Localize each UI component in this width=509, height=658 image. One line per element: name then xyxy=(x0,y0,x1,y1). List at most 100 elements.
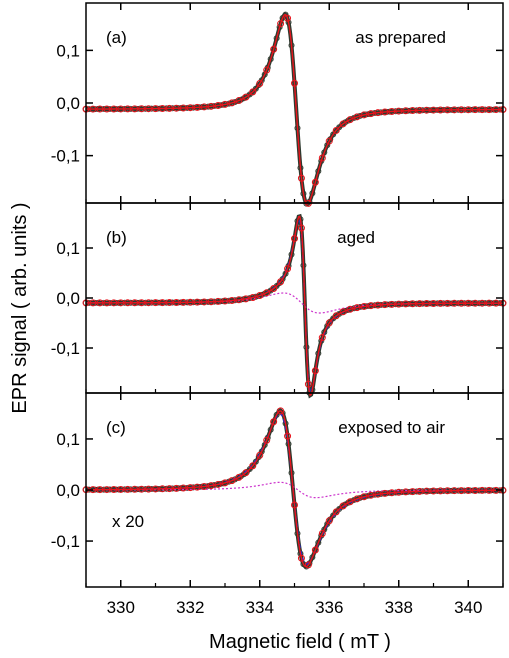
fit-point xyxy=(207,102,215,110)
fit-point xyxy=(464,106,472,114)
fit-markers-0 xyxy=(82,14,507,207)
x-tick-label: 330 xyxy=(107,598,135,617)
fit-point xyxy=(138,105,146,113)
fit-point xyxy=(172,104,180,112)
fit-point xyxy=(186,298,194,306)
data-point xyxy=(345,117,352,124)
fit-point xyxy=(339,120,347,128)
y-tick-label: -0,1 xyxy=(51,532,80,551)
fit-point xyxy=(436,487,444,495)
data-point xyxy=(342,501,349,508)
fit-point xyxy=(96,105,104,113)
fit-point xyxy=(492,299,500,307)
fit-point xyxy=(318,530,326,538)
fit-point xyxy=(110,105,118,113)
fit-line-2 xyxy=(86,410,504,568)
fit-point xyxy=(228,477,236,485)
fit-point xyxy=(457,487,465,495)
y-tick-label: -0,1 xyxy=(51,147,80,166)
x-tick-label: 340 xyxy=(454,598,482,617)
fit-point xyxy=(478,106,486,114)
fit-point xyxy=(311,367,319,375)
fit-point xyxy=(249,293,257,301)
fit-line-1 xyxy=(86,215,503,397)
fit-point xyxy=(158,299,166,307)
fit-point xyxy=(325,517,333,525)
fit-point xyxy=(263,66,271,74)
fit-point xyxy=(346,305,354,313)
data-point xyxy=(267,426,274,433)
fit-point xyxy=(430,487,437,495)
fit-point xyxy=(409,300,417,308)
fit-point xyxy=(284,14,292,22)
fit-point xyxy=(152,299,159,307)
fit-point xyxy=(89,299,97,307)
fit-point xyxy=(200,298,208,306)
fit-point xyxy=(179,484,187,492)
y-tick-label: 0,0 xyxy=(56,289,80,308)
fit-point xyxy=(165,485,173,493)
fit-point xyxy=(360,493,368,501)
data-point xyxy=(306,198,313,205)
fit-point xyxy=(332,126,340,134)
data-point xyxy=(321,149,328,156)
fit-point xyxy=(381,108,389,116)
fit-point xyxy=(270,418,278,426)
fit-point xyxy=(256,80,264,87)
fit-point xyxy=(145,299,153,307)
fit-point xyxy=(416,487,424,495)
fit-point xyxy=(179,104,187,112)
fit-point xyxy=(145,105,153,113)
fit-point xyxy=(235,97,243,105)
fit-point xyxy=(423,487,431,495)
fit-point xyxy=(200,482,208,490)
fit-point xyxy=(214,102,222,110)
fit-point xyxy=(103,105,111,113)
fit-point xyxy=(263,289,271,297)
panel-0: -0,1 0,0 0,1 (a) as prepared xyxy=(51,2,507,207)
fit-point xyxy=(270,45,278,53)
fit-point xyxy=(291,501,298,509)
fit-point xyxy=(124,299,132,307)
panel-title: as prepared xyxy=(355,28,446,47)
fit-point xyxy=(110,486,118,494)
fit-point xyxy=(450,487,458,495)
fit-point xyxy=(395,488,403,496)
data-point xyxy=(276,279,283,286)
x-tick-labels: 330 332 334 336 338 340 xyxy=(107,598,483,617)
fit-point xyxy=(249,88,257,96)
data-point xyxy=(282,11,289,18)
fit-point xyxy=(311,178,319,186)
fit-point xyxy=(374,490,382,498)
fit-point xyxy=(471,299,479,307)
fit-point xyxy=(332,508,340,516)
fit-point xyxy=(249,462,257,470)
fit-point xyxy=(346,498,354,506)
fit-point xyxy=(284,265,292,273)
fit-point xyxy=(297,224,305,232)
panel-2: -0,1 0,0 0,1 (c) exposed to air x 20 xyxy=(51,392,507,588)
fit-point xyxy=(360,111,368,119)
fit-point xyxy=(186,104,194,112)
fit-point xyxy=(436,106,444,114)
fit-point xyxy=(103,486,111,494)
fit-point xyxy=(103,299,111,307)
fit-point xyxy=(360,302,368,310)
data-point xyxy=(327,318,334,325)
fit-point xyxy=(270,285,278,293)
fit-point xyxy=(235,473,243,481)
fit-point xyxy=(221,297,229,305)
y-axis-label: EPR signal ( arb. units ) xyxy=(9,202,31,413)
fit-point xyxy=(277,20,285,28)
fit-point xyxy=(277,407,285,415)
fit-point xyxy=(353,495,361,503)
fit-point xyxy=(464,487,472,495)
fit-point xyxy=(388,300,396,308)
y-tick-label: 0,0 xyxy=(56,94,80,113)
panel-1: -0,1 0,0 0,1 (b) aged xyxy=(51,202,507,399)
fit-point xyxy=(325,137,333,145)
fit-point xyxy=(485,106,493,114)
y-tick-label: 0,1 xyxy=(56,41,80,60)
fit-point xyxy=(423,106,431,114)
fit-point xyxy=(374,301,382,309)
